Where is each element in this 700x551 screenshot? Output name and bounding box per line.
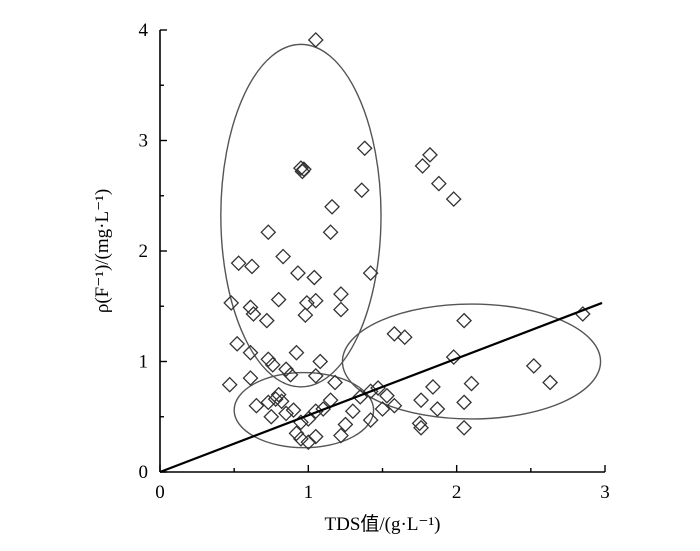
data-point xyxy=(290,265,306,282)
data-point xyxy=(297,307,314,324)
y-axis-ticks: 0 1 2 3 4 xyxy=(139,20,167,483)
data-point xyxy=(356,140,373,157)
data-point xyxy=(374,401,391,417)
data-point xyxy=(275,248,292,265)
data-point xyxy=(248,397,265,414)
data-point xyxy=(386,325,403,342)
data-point xyxy=(292,160,309,177)
data-point xyxy=(456,312,473,329)
data-point xyxy=(445,349,462,365)
data-point xyxy=(306,269,323,286)
data-point xyxy=(264,356,281,373)
data-point xyxy=(456,419,473,436)
data-point xyxy=(445,191,462,207)
data-point xyxy=(258,312,275,329)
data-point xyxy=(288,425,305,442)
data-point xyxy=(414,157,431,174)
data-point xyxy=(245,306,262,322)
data-point xyxy=(456,394,473,411)
data-point xyxy=(327,374,343,391)
data-point xyxy=(223,295,240,311)
axes: 0 1 2 3 0 1 2 3 4 xyxy=(139,20,610,503)
x-tick-label: 2 xyxy=(452,482,462,503)
x-axis-title: TDS值/(g·L⁻¹) xyxy=(325,513,441,535)
data-point xyxy=(362,265,379,282)
data-point xyxy=(292,430,309,447)
data-point xyxy=(411,415,428,432)
data-point xyxy=(422,146,438,163)
data-point xyxy=(267,391,284,407)
data-point xyxy=(229,335,246,352)
data-point xyxy=(278,405,295,422)
data-point xyxy=(362,412,379,428)
data-point xyxy=(307,32,324,48)
x-tick-label: 3 xyxy=(600,482,610,503)
data-point xyxy=(273,393,290,410)
data-point xyxy=(278,361,295,378)
data-point xyxy=(413,392,429,409)
y-tick-label: 2 xyxy=(139,241,149,262)
x-tick-label: 1 xyxy=(304,482,314,503)
data-point xyxy=(396,329,413,346)
data-point xyxy=(242,370,259,386)
data-point xyxy=(333,301,349,318)
data-point xyxy=(322,224,339,241)
data-point xyxy=(333,427,349,444)
data-point xyxy=(307,428,324,445)
data-point xyxy=(294,163,311,180)
data-point xyxy=(386,397,403,414)
x-tick-label: 0 xyxy=(155,482,165,503)
data-point xyxy=(263,408,280,425)
data-point xyxy=(542,374,559,391)
regression-line xyxy=(159,301,603,474)
data-point xyxy=(463,375,480,392)
data-point xyxy=(270,386,287,403)
data-point xyxy=(230,255,247,272)
data-point xyxy=(260,351,277,368)
data-point xyxy=(379,387,395,404)
data-point xyxy=(285,402,302,419)
data-point xyxy=(307,292,324,309)
data-point xyxy=(307,367,324,384)
data-point xyxy=(525,358,542,374)
data-point xyxy=(324,198,340,215)
data-point xyxy=(337,416,354,433)
data-point xyxy=(413,419,429,436)
data-point xyxy=(298,295,315,311)
y-tick-label: 0 xyxy=(139,462,149,483)
data-point xyxy=(425,378,441,395)
data-point xyxy=(344,403,361,420)
cluster-ellipse xyxy=(220,43,382,388)
y-tick-label: 4 xyxy=(139,20,149,41)
data-point xyxy=(244,258,260,275)
y-axis-title: ρ(F⁻¹)/(mg·L⁻¹) xyxy=(92,189,113,313)
data-point xyxy=(430,175,447,192)
cluster-ellipse xyxy=(341,303,602,420)
data-point xyxy=(221,376,238,393)
data-point xyxy=(307,403,324,420)
data-point xyxy=(270,291,287,308)
data-point xyxy=(333,286,349,303)
data-point xyxy=(288,344,305,361)
y-tick-label: 1 xyxy=(139,352,149,373)
data-point xyxy=(242,344,259,361)
data-point xyxy=(300,434,317,451)
data-point xyxy=(312,353,329,370)
data-point xyxy=(353,182,370,199)
data-point xyxy=(429,401,446,417)
data-point xyxy=(260,394,277,411)
x-axis-ticks: 0 1 2 3 xyxy=(155,465,610,503)
data-point xyxy=(260,224,277,241)
y-tick-label: 3 xyxy=(139,131,149,152)
data-points xyxy=(221,32,591,451)
cluster-ellipse xyxy=(233,371,375,449)
cluster-ellipses xyxy=(220,43,602,449)
data-point xyxy=(242,299,259,316)
data-point xyxy=(282,366,299,383)
